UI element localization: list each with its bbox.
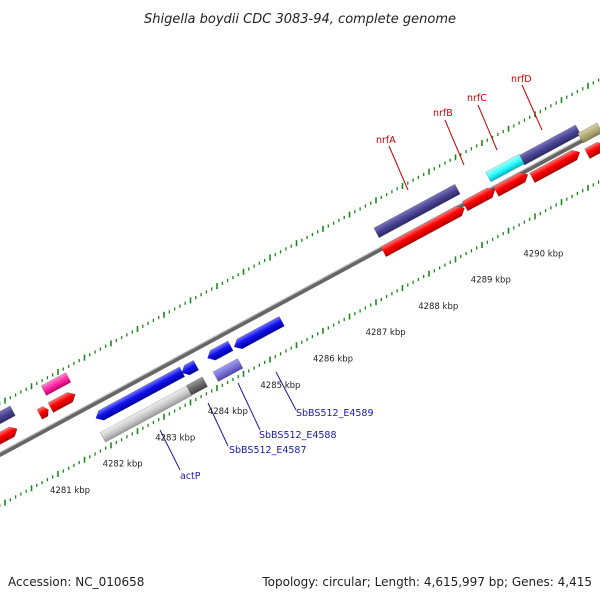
kbp-labels: 4281 kbp 4282 kbp 4283 kbp 4284 kbp 4285 kbp… <box>50 249 563 496</box>
cds-SbBS512_E4589[interactable] <box>232 315 285 351</box>
cds-end[interactable] <box>584 139 600 159</box>
gene-rrna-pink[interactable] <box>40 372 72 396</box>
kbp-label: 4285 kbp <box>260 381 300 391</box>
gene-left-purple-shape <box>0 405 16 427</box>
map-title: Shigella boydii CDC 3083-94, complete ge… <box>144 12 456 27</box>
accession-label: Accession: NC_010658 <box>8 575 145 589</box>
callout-line-E4588 <box>237 382 261 431</box>
cds-SbBS512_E4587-shape <box>207 340 234 361</box>
gene-label-nrfA[interactable]: nrfA <box>376 135 396 146</box>
gene-nrfA[interactable] <box>373 183 461 239</box>
cds-nrfA[interactable] <box>380 203 467 258</box>
kbp-label: 4287 kbp <box>366 328 406 338</box>
gene-nrfC-track-shape <box>485 153 525 183</box>
gene-nrfA-shape <box>373 183 461 239</box>
callout-line-E4589 <box>275 371 297 411</box>
cds-left-1[interactable] <box>47 390 78 413</box>
cds-nrfA-shape <box>380 205 465 258</box>
gene-dark-shape <box>186 376 208 396</box>
cds-nrfB-shape <box>462 187 496 212</box>
cds-nrfB[interactable] <box>462 185 497 212</box>
callout-line-nrfD <box>521 84 543 131</box>
gene-olive-shape <box>577 122 600 144</box>
callout-line-E4587 <box>207 402 229 447</box>
gene-label-nrfD[interactable]: nrfD <box>511 74 532 85</box>
gene-olive[interactable] <box>577 122 600 144</box>
gene-dark[interactable] <box>186 376 208 396</box>
callout-line-actP <box>159 429 181 471</box>
tick-marks <box>0 78 600 508</box>
cds-actP[interactable] <box>93 366 186 423</box>
cds-SbBS512_E4589-shape <box>233 315 285 350</box>
cds-actP-shape <box>95 366 186 421</box>
callout-line-nrfC <box>477 104 498 151</box>
cds-left-1-shape <box>47 392 76 413</box>
outer-tick-row <box>0 78 600 406</box>
cds-nrfC[interactable] <box>493 170 531 197</box>
gene-features <box>0 122 600 449</box>
topology-label: Topology: circular; Length: 4,615,997 bp… <box>262 575 592 589</box>
gene-actP-track-shape <box>99 385 193 443</box>
cds-end-shape <box>584 141 600 159</box>
cds-nrfD-shape <box>529 149 581 184</box>
backbone-highlight <box>0 127 600 454</box>
callout-line-nrfA <box>388 145 409 191</box>
kbp-label: 4290 kbp <box>523 249 563 259</box>
cds-left-2-shape <box>36 406 49 420</box>
gene-label-SbBS512_E4589[interactable]: SbBS512_E4589 <box>296 408 374 419</box>
cds-nrfD[interactable] <box>529 147 583 184</box>
kbp-label: 4289 kbp <box>471 276 511 286</box>
gene-label-SbBS512_E4587[interactable]: SbBS512_E4587 <box>229 445 307 456</box>
kbp-label: 4286 kbp <box>313 355 353 365</box>
gene-callouts: nrfA nrfB nrfC nrfD actP SbBS512_E4587 S… <box>159 74 543 482</box>
kbp-label: 4284 kbp <box>208 407 248 417</box>
gene-label-nrfB[interactable]: nrfB <box>433 108 453 119</box>
cds-left-edge[interactable] <box>0 424 20 449</box>
kbp-label: 4288 kbp <box>418 302 458 312</box>
gene-label-nrfC[interactable]: nrfC <box>467 93 487 104</box>
cds-SbBS512_E4587[interactable] <box>205 340 234 363</box>
gene-nrfC-track[interactable] <box>485 153 525 183</box>
gene-label-actP[interactable]: actP <box>180 471 201 482</box>
cds-blue-small-shape <box>181 359 200 376</box>
gene-SbBS512_E4588[interactable] <box>212 358 244 382</box>
gene-SbBS512_E4588-shape <box>212 358 244 382</box>
gene-rrna-pink-shape <box>40 372 72 396</box>
cds-nrfC-shape <box>493 172 529 197</box>
kbp-label: 4282 kbp <box>103 460 143 470</box>
inner-tick-row <box>0 180 600 508</box>
gene-actP-track[interactable] <box>99 385 193 443</box>
kbp-label: 4283 kbp <box>155 433 195 443</box>
cds-blue-small[interactable] <box>179 359 200 377</box>
cds-left-2[interactable] <box>36 405 51 420</box>
callout-line-nrfB <box>444 119 465 166</box>
gene-left-purple[interactable] <box>0 405 16 427</box>
gene-label-SbBS512_E4588[interactable]: SbBS512_E4588 <box>259 430 337 441</box>
kbp-label: 4281 kbp <box>50 486 90 496</box>
cds-left-edge-shape <box>0 426 18 449</box>
